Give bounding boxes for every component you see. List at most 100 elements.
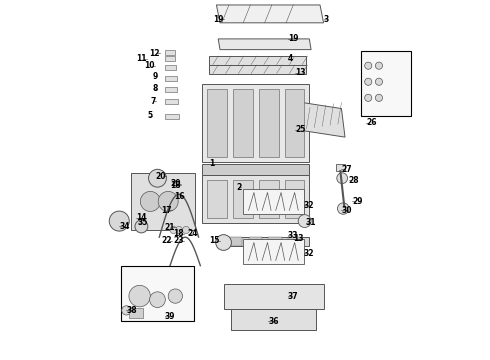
- Text: 21: 21: [165, 222, 175, 231]
- Bar: [165, 50, 174, 55]
- Text: 19: 19: [213, 15, 223, 24]
- Polygon shape: [295, 102, 345, 137]
- Text: 12: 12: [149, 49, 160, 58]
- Bar: [165, 76, 177, 81]
- Text: 4: 4: [288, 54, 293, 63]
- Text: 8: 8: [152, 84, 157, 93]
- Bar: [259, 180, 279, 217]
- Circle shape: [375, 94, 383, 102]
- Text: 14: 14: [136, 213, 147, 222]
- Text: 28: 28: [348, 176, 359, 185]
- Text: 36: 36: [268, 316, 279, 325]
- Bar: [207, 180, 227, 217]
- Polygon shape: [202, 84, 309, 162]
- Text: 7: 7: [150, 97, 156, 106]
- Text: 39: 39: [165, 312, 175, 321]
- Text: 19: 19: [288, 35, 298, 44]
- Bar: [233, 89, 253, 157]
- Text: 13: 13: [293, 234, 304, 243]
- Text: 3: 3: [323, 15, 329, 24]
- Bar: [248, 237, 262, 246]
- Polygon shape: [223, 284, 323, 309]
- Text: 5: 5: [147, 111, 152, 120]
- Text: 35: 35: [138, 219, 148, 228]
- Bar: [243, 189, 304, 214]
- Circle shape: [337, 173, 347, 184]
- Text: 34: 34: [119, 222, 130, 231]
- Text: 33: 33: [288, 231, 298, 240]
- Text: 20: 20: [170, 179, 181, 188]
- Bar: [268, 237, 282, 246]
- Text: 31: 31: [306, 219, 316, 228]
- Text: 32: 32: [304, 249, 315, 258]
- Text: 9: 9: [152, 72, 157, 81]
- Polygon shape: [131, 173, 195, 230]
- Circle shape: [168, 289, 182, 303]
- Text: 18: 18: [170, 181, 181, 190]
- Bar: [288, 237, 301, 246]
- Polygon shape: [231, 309, 317, 330]
- Text: 26: 26: [367, 118, 377, 127]
- Text: 29: 29: [352, 197, 363, 206]
- Text: 32: 32: [304, 201, 315, 210]
- Bar: [233, 180, 253, 217]
- Text: 37: 37: [288, 292, 298, 301]
- Bar: [361, 51, 411, 116]
- Text: 11: 11: [136, 54, 147, 63]
- Bar: [229, 237, 243, 246]
- Polygon shape: [223, 237, 309, 246]
- Polygon shape: [209, 56, 306, 64]
- Bar: [285, 180, 304, 217]
- Circle shape: [109, 211, 129, 231]
- Circle shape: [375, 78, 383, 85]
- Circle shape: [298, 215, 311, 228]
- Text: 15: 15: [210, 236, 220, 245]
- Bar: [285, 89, 304, 157]
- Bar: [129, 307, 143, 318]
- Polygon shape: [218, 39, 311, 50]
- Text: 10: 10: [145, 61, 155, 70]
- Text: 13: 13: [295, 68, 305, 77]
- Bar: [207, 89, 227, 157]
- Polygon shape: [209, 65, 306, 73]
- Bar: [165, 57, 175, 62]
- Text: 17: 17: [161, 206, 172, 215]
- Circle shape: [365, 94, 372, 102]
- Bar: [165, 87, 177, 92]
- Text: 22: 22: [161, 236, 172, 245]
- Circle shape: [338, 203, 349, 214]
- Circle shape: [135, 220, 148, 233]
- Bar: [243, 239, 304, 264]
- Text: 30: 30: [342, 206, 352, 215]
- Circle shape: [365, 78, 372, 85]
- Circle shape: [140, 192, 160, 211]
- Circle shape: [182, 226, 190, 234]
- Text: 16: 16: [174, 192, 184, 201]
- Circle shape: [170, 226, 177, 234]
- Text: 2: 2: [236, 183, 242, 192]
- Text: 23: 23: [174, 236, 184, 245]
- Text: 1: 1: [209, 159, 215, 168]
- Polygon shape: [217, 5, 323, 23]
- Bar: [165, 113, 179, 118]
- Text: 25: 25: [295, 126, 305, 135]
- Circle shape: [148, 169, 167, 187]
- Text: 18: 18: [173, 229, 184, 238]
- Text: 20: 20: [155, 172, 166, 181]
- Circle shape: [375, 62, 383, 69]
- Circle shape: [216, 235, 231, 250]
- Bar: [165, 65, 176, 70]
- Text: 24: 24: [188, 229, 198, 238]
- Bar: [121, 266, 194, 321]
- Circle shape: [129, 285, 150, 307]
- Bar: [259, 89, 279, 157]
- Text: 38: 38: [126, 306, 137, 315]
- Polygon shape: [202, 164, 309, 175]
- Circle shape: [149, 292, 165, 307]
- Bar: [336, 164, 345, 171]
- Circle shape: [365, 62, 372, 69]
- Polygon shape: [202, 175, 309, 223]
- Circle shape: [158, 192, 178, 211]
- Text: 27: 27: [342, 165, 352, 174]
- Circle shape: [122, 306, 131, 315]
